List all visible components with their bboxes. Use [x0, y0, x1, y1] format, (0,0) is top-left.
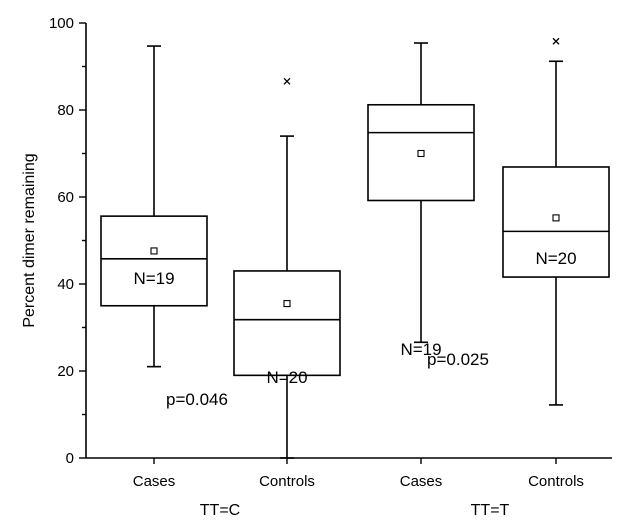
n-label: N=20	[266, 368, 307, 387]
x-group-label: TT=C	[200, 502, 240, 519]
axes: 0 20 40 60 80 100 Percent dimer remaining Cases…	[21, 15, 612, 519]
box-series: N=19 N=20 N=19 N=20	[100, 37, 610, 459]
outlier-marker	[552, 37, 560, 45]
box-iqr	[502, 166, 610, 278]
x-group-label: TT=T	[471, 502, 510, 519]
y-tick-label: 80	[57, 102, 74, 119]
annotations: p=0.046 p=0.025	[166, 350, 489, 409]
x-category-label: Controls	[528, 473, 584, 490]
n-label: N=19	[133, 269, 174, 288]
x-category-label: Cases	[133, 473, 176, 490]
y-tick-label: 60	[57, 189, 74, 206]
p-value-label: p=0.025	[427, 350, 489, 369]
box-4: N=20	[502, 37, 610, 406]
y-tick-label: 100	[49, 15, 74, 32]
mean-marker	[150, 247, 158, 255]
outlier-marker	[283, 77, 291, 85]
box-iqr	[100, 215, 208, 307]
n-label: N=20	[535, 249, 576, 268]
x-category-label: Controls	[259, 473, 315, 490]
mean-marker	[417, 149, 425, 158]
y-tick-label: 0	[66, 450, 74, 467]
n-label: N=19	[400, 340, 441, 359]
box-iqr	[233, 270, 341, 377]
p-value-label: p=0.046	[166, 390, 228, 409]
box-1: N=19	[100, 45, 208, 368]
y-tick-label: 20	[57, 363, 74, 380]
box-2: N=20	[233, 77, 341, 459]
x-category-label: Cases	[400, 473, 443, 490]
box-3: N=19	[367, 42, 475, 359]
mean-marker	[283, 300, 291, 308]
y-axis-label: Percent dimer remaining	[21, 153, 38, 327]
y-tick-label: 40	[57, 276, 74, 293]
mean-marker	[552, 214, 560, 222]
